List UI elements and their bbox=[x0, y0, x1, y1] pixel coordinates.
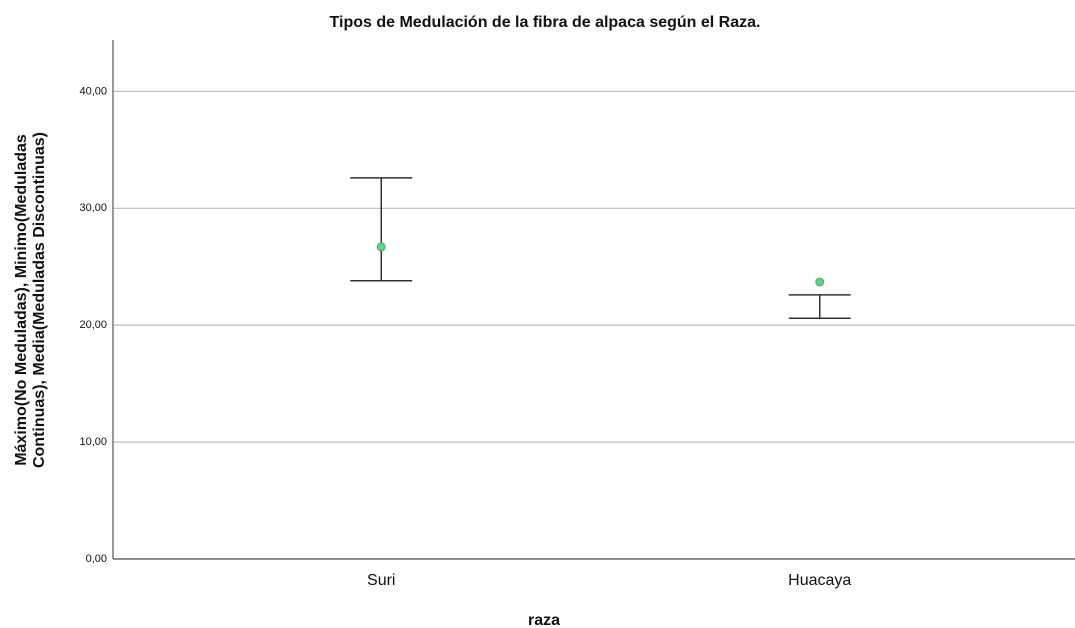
y-tick-label: 0,00 bbox=[86, 553, 107, 565]
y-axis-label-line: Máximo(No Meduladas), Minimo(Meduladas bbox=[13, 134, 30, 466]
y-tick-label: 30,00 bbox=[79, 202, 107, 214]
x-tick-label: Suri bbox=[367, 572, 395, 589]
y-tick-label: 10,00 bbox=[79, 436, 107, 448]
y-axis-label: Máximo(No Meduladas), Minimo(Meduladas C… bbox=[13, 132, 48, 468]
y-axis-label-line: Continuas), Media(Meduladas Discontinuas… bbox=[31, 132, 48, 468]
mean-point bbox=[815, 277, 825, 287]
mean-point bbox=[376, 242, 386, 252]
x-tick-label: Huacaya bbox=[788, 572, 851, 589]
x-axis-label: raza bbox=[528, 612, 560, 628]
y-tick-label: 40,00 bbox=[79, 85, 107, 97]
y-tick-label: 20,00 bbox=[79, 319, 107, 331]
chart-title: Tipos de Medulación de la fibra de alpac… bbox=[330, 14, 761, 31]
